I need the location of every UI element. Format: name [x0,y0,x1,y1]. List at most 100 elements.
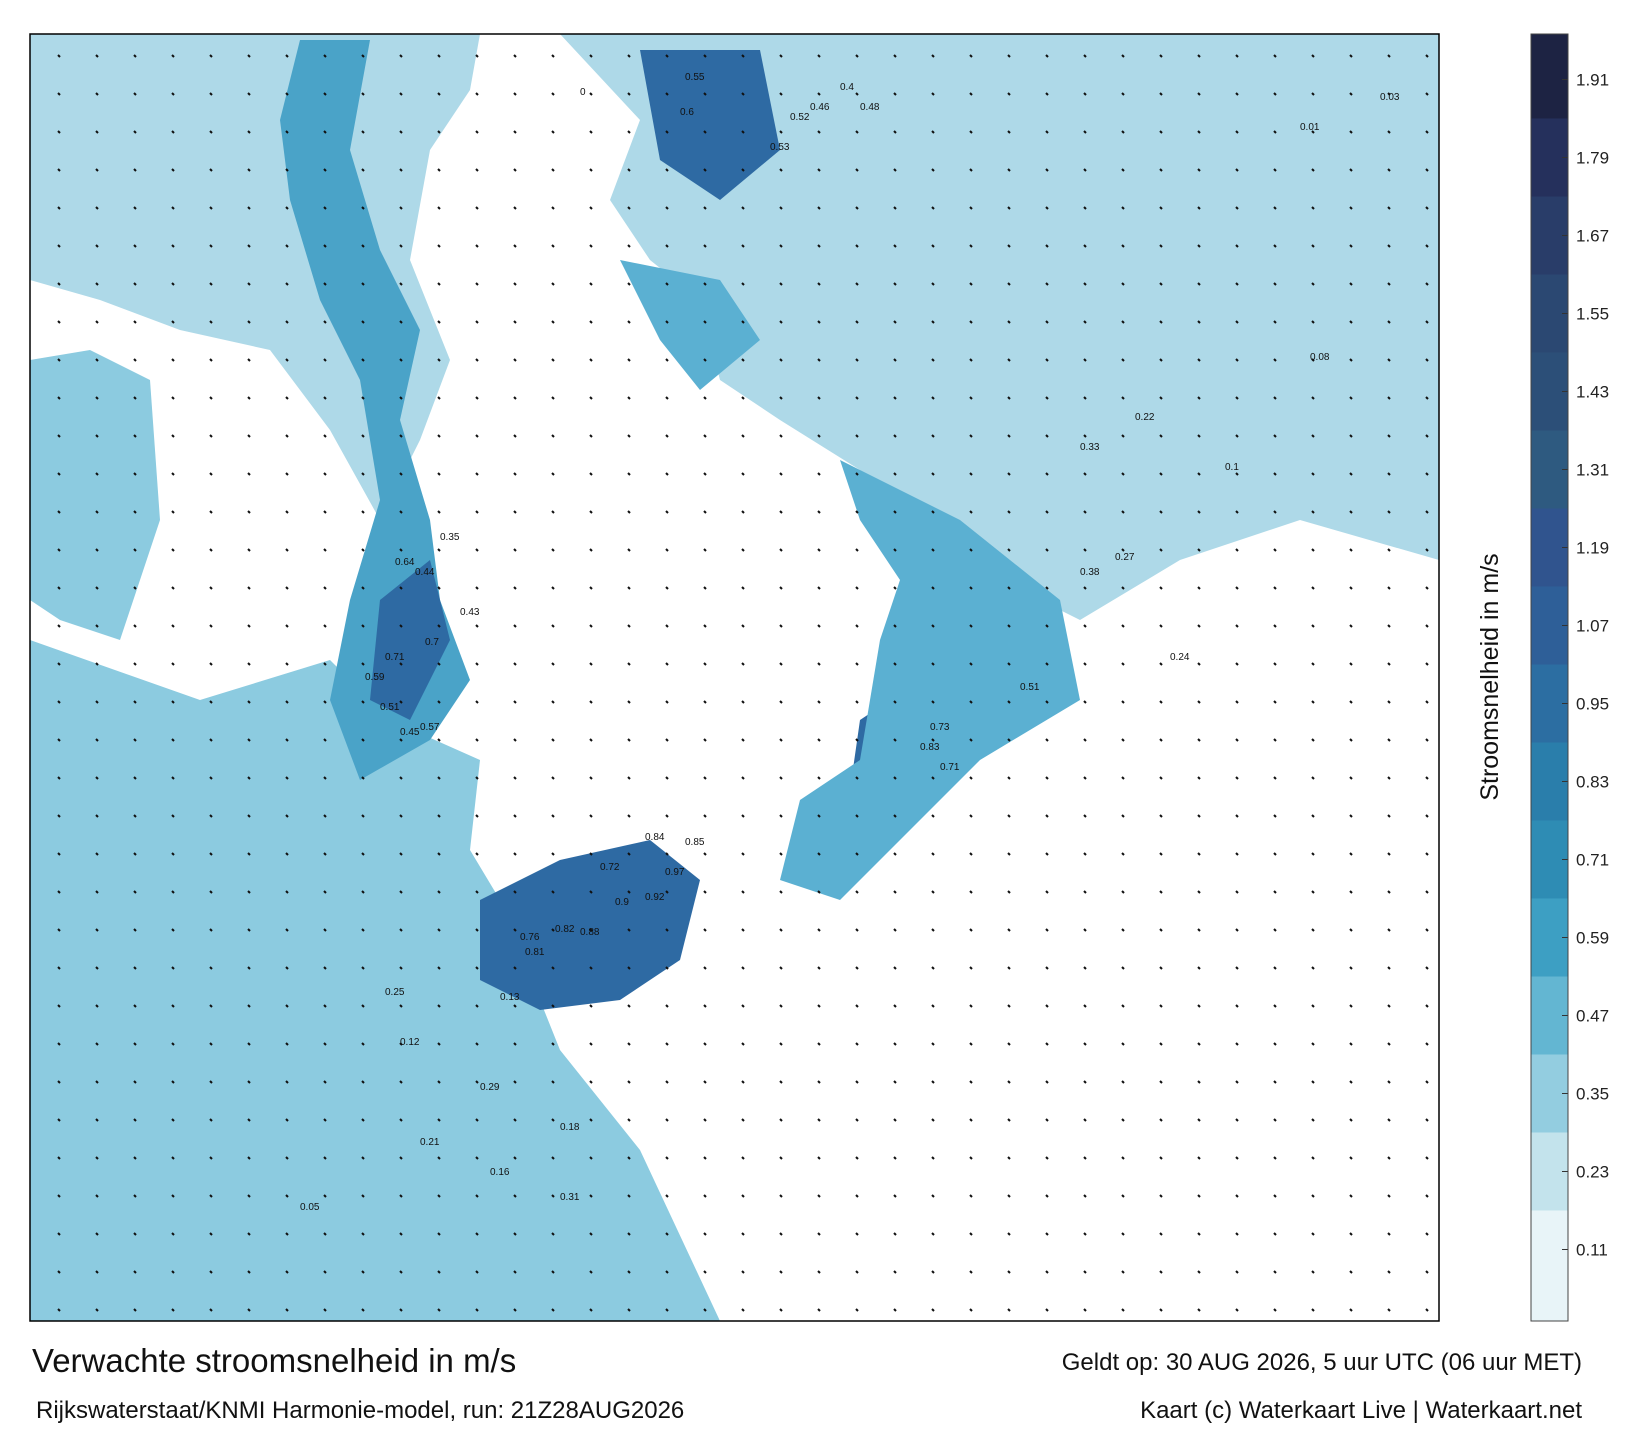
arrow [627,320,631,324]
arrow [57,282,61,286]
arrow [513,92,517,96]
water-west [30,350,720,1321]
colorbar-band [1531,34,1568,119]
arrow [1007,1308,1011,1312]
arrow [399,1308,403,1312]
arrow [665,1270,669,1274]
arrow [133,282,137,286]
arrow [893,1042,897,1046]
arrow [475,1118,479,1122]
arrow [703,776,707,780]
arrow [1121,92,1125,96]
arrow [551,1308,555,1312]
arrow [1349,358,1353,362]
arrow [817,548,821,552]
arrow [209,1004,213,1008]
arrow [1197,890,1201,894]
arrow [1083,510,1087,514]
arrow [1197,1042,1201,1046]
arrow [741,548,745,552]
arrow [1045,130,1049,134]
arrow [1311,1118,1315,1122]
arrow [817,1232,821,1236]
arrow [1349,814,1353,818]
arrow [1197,434,1201,438]
colorbar-band [1531,196,1568,275]
arrow [1311,358,1315,362]
arrow [475,130,479,134]
arrow [361,814,365,818]
arrow [513,624,517,628]
arrow [1425,92,1429,96]
arrow [1159,662,1163,666]
arrow [95,928,99,932]
arrow [1387,510,1391,514]
arrow [1197,130,1201,134]
arrow [893,1118,897,1122]
arrow [627,738,631,742]
arrow [817,1308,821,1312]
arrow [209,738,213,742]
arrow [323,890,327,894]
arrow [1235,928,1239,932]
arrow [323,1042,327,1046]
arrow [627,1232,631,1236]
arrow [855,1080,859,1084]
arrow [551,548,555,552]
arrow [1159,54,1163,58]
arrow [247,1080,251,1084]
arrow [1007,1080,1011,1084]
arrow [171,928,175,932]
arrow [703,472,707,476]
colorbar-band [1531,508,1568,587]
arrow [171,1232,175,1236]
arrow [209,1042,213,1046]
arrow [171,1156,175,1160]
arrow [475,358,479,362]
arrow [817,92,821,96]
arrow [513,320,517,324]
arrow [1159,738,1163,742]
arrow [1349,206,1353,210]
arrow [589,852,593,856]
arrow [171,244,175,248]
arrow [1349,1118,1353,1122]
arrow [1425,586,1429,590]
arrow [627,472,631,476]
arrow [817,852,821,856]
arrow [1007,776,1011,780]
arrow [741,168,745,172]
colorbar-band [1531,586,1568,665]
arrow [57,130,61,134]
arrow [247,1042,251,1046]
arrow [741,890,745,894]
arrow [703,54,707,58]
arrow [1311,168,1315,172]
arrow [209,814,213,818]
arrow [1235,776,1239,780]
arrow [855,320,859,324]
credit: Kaart (c) Waterkaart Live | Waterkaart.n… [1140,1397,1582,1424]
arrow [1083,1080,1087,1084]
arrow [1083,1042,1087,1046]
arrow [285,738,289,742]
arrow [399,510,403,514]
arrow [551,1156,555,1160]
colorbar-tick-label: 1.55 [1576,305,1609,324]
arrow [361,1232,365,1236]
arrow [361,244,365,248]
arrow [285,700,289,704]
arrow [1425,1270,1429,1274]
arrow [1387,358,1391,362]
arrow [399,1232,403,1236]
arrow [323,168,327,172]
arrow [1311,586,1315,590]
arrow [437,206,441,210]
arrow [1045,206,1049,210]
arrow [1425,510,1429,514]
arrow [399,700,403,704]
arrow [1159,890,1163,894]
arrow [513,814,517,818]
arrow [1197,700,1201,704]
arrow [665,966,669,970]
